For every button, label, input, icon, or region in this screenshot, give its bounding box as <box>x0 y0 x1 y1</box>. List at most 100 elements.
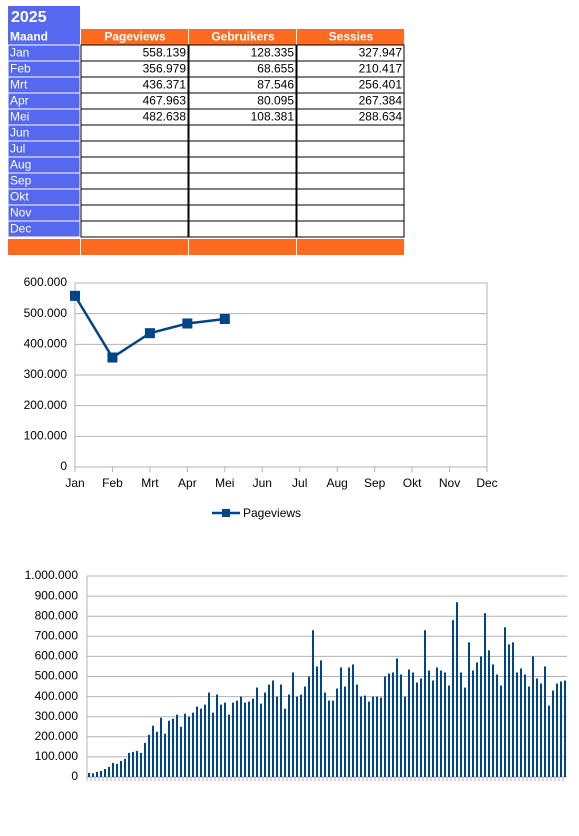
bar <box>480 656 482 777</box>
cell-text: Aug <box>10 158 31 172</box>
bar <box>356 684 358 777</box>
cell-text: 467.963 <box>143 94 187 108</box>
bar <box>292 672 294 777</box>
cell <box>188 188 297 206</box>
y-tick-label: 300.000 <box>24 367 68 381</box>
y-tick-label: 1.000.000 <box>25 568 79 582</box>
bar <box>196 706 198 777</box>
footer-cell <box>297 239 404 255</box>
bar <box>156 731 158 777</box>
bar <box>412 672 414 777</box>
bar <box>120 760 122 777</box>
header-cell <box>189 29 296 45</box>
bar <box>216 694 218 777</box>
cell-text: 327.947 <box>359 46 403 60</box>
marker <box>70 290 80 301</box>
x-tick-label: Apr <box>178 476 197 490</box>
cell <box>188 172 297 190</box>
bar <box>100 770 102 777</box>
bar <box>280 684 282 777</box>
cell <box>80 204 189 222</box>
cell-text: Dec <box>10 222 31 236</box>
y-tick-label: 600.000 <box>35 649 79 663</box>
bar <box>224 702 226 777</box>
bar <box>460 672 462 777</box>
bar <box>424 630 426 777</box>
cell <box>80 172 189 190</box>
y-tick-label: 500.000 <box>35 669 79 683</box>
bar <box>432 680 434 777</box>
cell <box>188 124 297 142</box>
header-cell <box>8 29 80 45</box>
bar <box>200 708 202 777</box>
y-tick-label: 300.000 <box>35 709 79 723</box>
bar <box>128 752 130 777</box>
x-tick-label: Jan <box>65 476 84 490</box>
footer-cell <box>81 239 188 255</box>
month-cell <box>7 220 81 238</box>
bar <box>504 627 506 777</box>
y-tick-label: 700.000 <box>35 628 79 642</box>
bar <box>512 642 514 777</box>
bar <box>312 630 314 777</box>
bar <box>136 750 138 777</box>
bar <box>532 656 534 777</box>
cell <box>296 188 405 206</box>
table-title: 2025 <box>11 9 47 26</box>
bar <box>448 685 450 777</box>
bar <box>396 658 398 777</box>
cell-text: 210.417 <box>359 62 403 76</box>
bar <box>116 763 118 777</box>
bar <box>244 702 246 777</box>
cell-text: 80.095 <box>257 94 294 108</box>
bar <box>352 664 354 777</box>
bar <box>212 712 214 777</box>
bar <box>236 700 238 777</box>
bar <box>452 620 454 777</box>
bar <box>456 602 458 777</box>
bar <box>324 692 326 777</box>
bar <box>240 696 242 777</box>
cell-text: Okt <box>10 190 29 204</box>
bar <box>420 678 422 777</box>
cell-text: Apr <box>10 94 29 108</box>
bar <box>124 758 126 777</box>
bar <box>336 688 338 777</box>
x-tick-label: Feb <box>102 476 123 490</box>
bar <box>220 704 222 777</box>
bar <box>308 676 310 777</box>
bar <box>544 666 546 777</box>
y-tick-label: 100.000 <box>35 749 79 763</box>
marker <box>182 318 193 329</box>
bar <box>408 669 410 777</box>
bar <box>348 667 350 777</box>
bar <box>108 766 110 777</box>
bar <box>268 684 270 777</box>
x-tick-label: Mrt <box>141 476 159 490</box>
marker <box>144 328 155 339</box>
bar <box>272 680 274 777</box>
bar <box>392 672 394 777</box>
cell <box>188 140 297 158</box>
bar <box>184 713 186 777</box>
cell-text: 128.335 <box>251 46 295 60</box>
bar <box>232 702 234 777</box>
header-text: Maand <box>10 30 48 44</box>
bar <box>192 712 194 777</box>
cell-text: 356.979 <box>143 62 187 76</box>
bar <box>492 664 494 777</box>
bar <box>208 692 210 777</box>
bar <box>372 696 374 777</box>
bar <box>528 686 530 777</box>
y-tick-label: 400.000 <box>24 337 68 351</box>
bar <box>400 674 402 777</box>
header-text: Gebruikers <box>211 30 275 44</box>
x-tick-label: Jun <box>253 476 272 490</box>
bar <box>260 703 262 777</box>
cell-text: 288.634 <box>359 110 403 124</box>
bar <box>96 771 98 777</box>
x-tick-label: Nov <box>439 476 460 490</box>
cell <box>80 156 189 174</box>
bar <box>228 714 230 777</box>
